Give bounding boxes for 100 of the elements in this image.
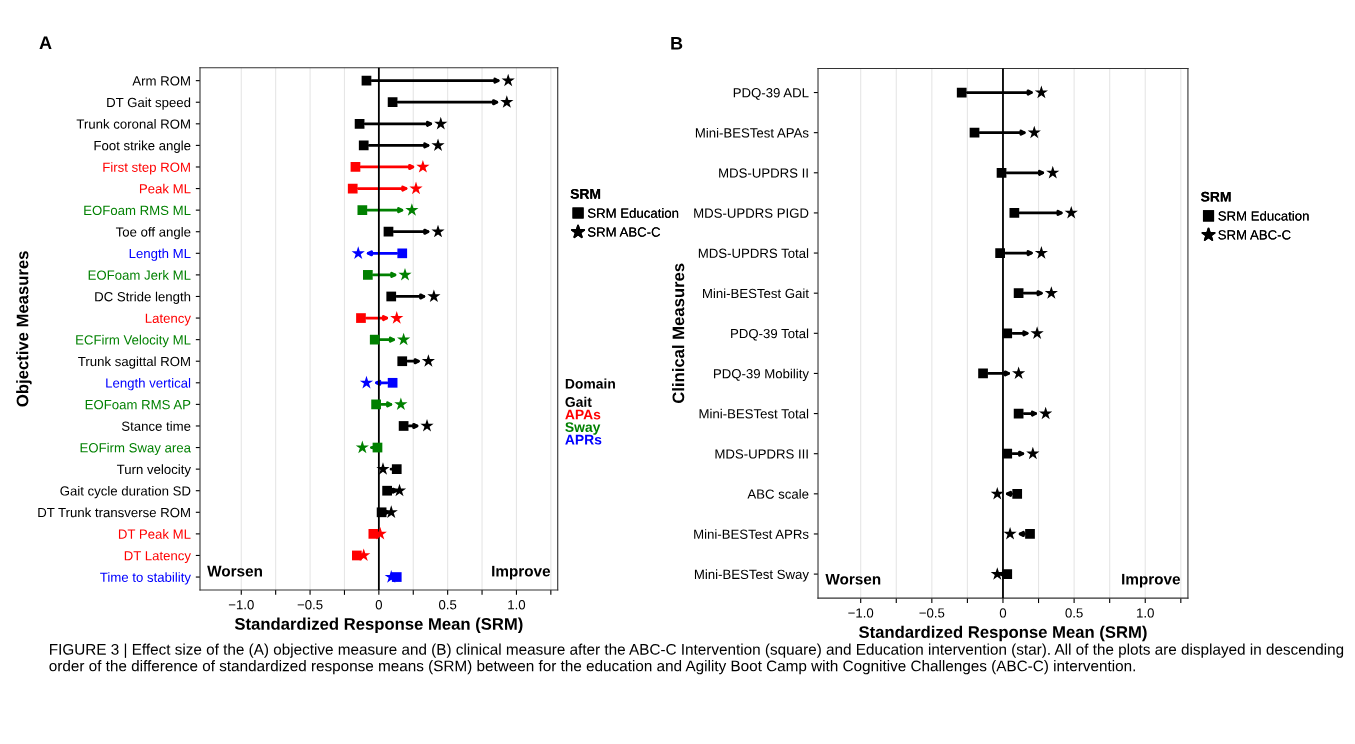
x-tick-label: 0 bbox=[999, 608, 1007, 618]
point bbox=[376, 507, 387, 518]
point bbox=[383, 226, 394, 237]
point bbox=[969, 127, 980, 138]
point bbox=[384, 570, 398, 583]
y-tick-label: Mini-BESTest Total bbox=[699, 408, 809, 419]
point bbox=[359, 375, 374, 389]
x-tick-label: −0.5 bbox=[919, 608, 945, 618]
y-tick-label: Mini-BESTest Gait bbox=[703, 288, 809, 299]
y-tick-label: Trunk coronal ROM bbox=[76, 119, 190, 129]
point bbox=[1009, 208, 1020, 218]
point bbox=[391, 464, 402, 474]
point bbox=[362, 270, 373, 280]
point bbox=[431, 224, 445, 238]
point bbox=[398, 267, 412, 281]
y-tick-label: Foot strike angle bbox=[94, 140, 191, 153]
y-tick-label: EOFoam RMS ML bbox=[84, 205, 191, 216]
y-tick-label: PDQ-39 Mobility bbox=[714, 368, 809, 381]
y-tick-label: MDS-UPDRS PIGD bbox=[694, 208, 809, 218]
y-tick-label: Length vertical bbox=[106, 378, 191, 391]
x-axis-title: Standardized Response Mean (SRM) bbox=[234, 617, 523, 634]
point bbox=[386, 291, 397, 302]
point bbox=[394, 397, 408, 410]
legend-label: SRM ABC-C bbox=[1218, 230, 1291, 240]
caption: FIGURE 3 | Effect size of the (A) objective measure and (B) clinical measure after the ABC-C Intervention (square) and Education intervention (star). All of the plots are displayed in descending order of the difference of standardized response means (SRM) between for the education and Agility Boot Camp with Cognitive Challenges (ABC-C) intervention. bbox=[49, 643, 1344, 675]
y-tick-label: EOFirm Sway area bbox=[80, 442, 191, 456]
point bbox=[1034, 246, 1048, 259]
y-tick-label: Time to stability bbox=[100, 572, 191, 585]
y-tick-label: Trunk sagittal ROM bbox=[78, 356, 190, 369]
y-tick-label: First step ROM bbox=[103, 162, 190, 175]
point bbox=[347, 183, 358, 194]
y-tick-label: Arm ROM bbox=[132, 76, 190, 86]
annotation: Improve bbox=[492, 565, 551, 580]
point bbox=[397, 356, 408, 367]
text: APAs bbox=[565, 409, 601, 420]
point bbox=[405, 203, 419, 216]
point bbox=[382, 485, 392, 496]
point bbox=[416, 160, 430, 173]
point bbox=[1034, 85, 1048, 99]
legend-label: SRM Education bbox=[1218, 210, 1309, 221]
annotation: Improve bbox=[1122, 573, 1181, 588]
x-tick-label: −1.0 bbox=[228, 600, 254, 610]
point bbox=[956, 87, 967, 98]
point bbox=[1002, 328, 1013, 339]
point bbox=[397, 248, 408, 259]
x-tick-label: 1.0 bbox=[508, 600, 526, 610]
point bbox=[1044, 286, 1058, 299]
legend-title: SRM bbox=[1201, 191, 1231, 202]
point bbox=[1012, 366, 1026, 380]
point bbox=[978, 368, 988, 379]
chart-title: B bbox=[671, 37, 683, 50]
point bbox=[1027, 125, 1041, 139]
y-tick-label: Mini-BESTest Sway bbox=[694, 569, 809, 582]
y-axis-title: Clinical Measures bbox=[672, 263, 685, 404]
y-tick-label: DT Latency bbox=[124, 551, 191, 563]
point bbox=[357, 205, 368, 216]
y-tick-label: ABC scale bbox=[747, 489, 809, 499]
point bbox=[409, 181, 423, 195]
y-tick-label: EOFoam Jerk ML bbox=[88, 270, 191, 280]
point bbox=[354, 118, 365, 129]
point bbox=[1025, 529, 1035, 539]
point bbox=[355, 440, 369, 454]
point bbox=[397, 332, 411, 346]
y-tick-label: Stance time bbox=[121, 421, 191, 431]
point bbox=[361, 75, 372, 86]
point bbox=[351, 246, 365, 259]
y-tick-label: MDS-UPDRS Total bbox=[698, 248, 809, 258]
x-axis-title: Standardized Response Mean (SRM) bbox=[858, 625, 1147, 642]
point bbox=[500, 95, 514, 108]
point bbox=[398, 421, 409, 431]
point bbox=[1012, 488, 1023, 499]
point bbox=[1013, 288, 1024, 299]
y-tick-label: DT Trunk transverse ROM bbox=[38, 507, 190, 518]
point bbox=[990, 486, 1004, 500]
point bbox=[387, 377, 398, 388]
y-tick-label: Toe off angle bbox=[115, 226, 191, 240]
y-tick-label: MDS-UPDRS II bbox=[719, 168, 808, 178]
point bbox=[996, 167, 1007, 178]
y-tick-label: EOFoam RMS AP bbox=[85, 399, 191, 410]
point bbox=[421, 354, 435, 367]
point bbox=[1003, 527, 1017, 540]
point bbox=[356, 313, 366, 323]
annotation: Worsen bbox=[825, 573, 881, 585]
x-tick-label: 0.5 bbox=[439, 600, 457, 610]
point bbox=[427, 289, 441, 303]
x-tick-label: −1.0 bbox=[848, 608, 874, 618]
point bbox=[431, 138, 445, 152]
point bbox=[357, 548, 371, 562]
point bbox=[1039, 406, 1053, 420]
text: A bbox=[39, 36, 52, 49]
legend-label: SRM ABC-C bbox=[587, 227, 661, 237]
point bbox=[1046, 165, 1060, 179]
point bbox=[369, 334, 380, 345]
x-tick-label: 1.0 bbox=[1137, 608, 1154, 618]
y-axis-title: Objective Measures bbox=[16, 251, 32, 407]
point bbox=[371, 399, 381, 410]
y-tick-label: DC Stride length bbox=[95, 291, 191, 304]
y-tick-label: Mini-BESTest APRs bbox=[694, 529, 809, 539]
text: Sway bbox=[565, 422, 601, 435]
point bbox=[1030, 326, 1044, 339]
